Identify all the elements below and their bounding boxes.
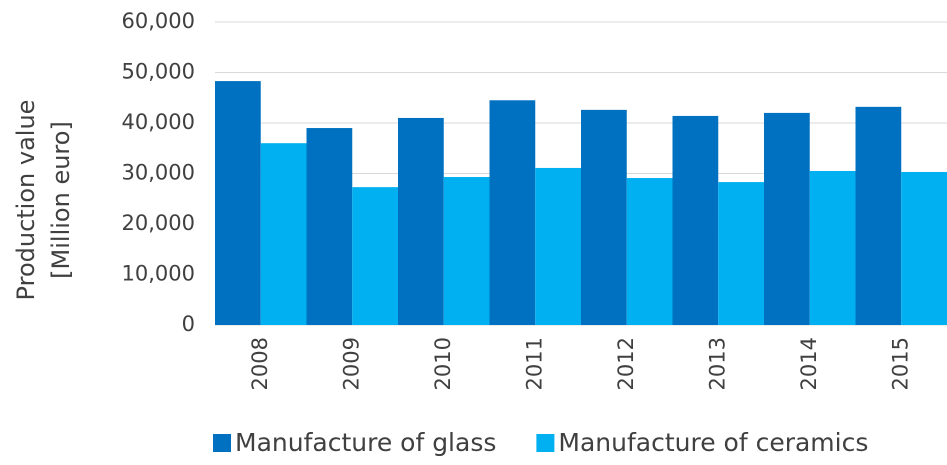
y-tick-label: 40,000 [122, 110, 195, 134]
bar [215, 81, 261, 326]
legend-swatch [536, 434, 555, 452]
bar [398, 117, 444, 325]
bar [901, 171, 947, 325]
y-tick-label: 10,000 [122, 262, 195, 286]
y-axis-label: Production value [12, 100, 40, 301]
x-tick-label: 2013 [705, 337, 729, 390]
bar [809, 170, 856, 325]
y-tick-label: 0 [182, 312, 195, 336]
x-tick-label: 2011 [522, 337, 546, 390]
bar [352, 187, 398, 325]
x-tick-label: 2008 [248, 337, 272, 390]
x-tick-label: 2009 [339, 337, 363, 390]
bar [443, 177, 490, 325]
bar [260, 143, 307, 325]
y-tick-label: 60,000 [122, 9, 195, 33]
bar [672, 115, 719, 326]
y-tick-label: 30,000 [122, 161, 195, 185]
bar [764, 112, 810, 326]
bar [626, 178, 673, 325]
x-tick-label: 2014 [797, 337, 821, 390]
x-tick-label: 2012 [614, 337, 638, 390]
y-axis-label: [Million euro] [47, 121, 75, 279]
y-tick-label: 50,000 [122, 60, 195, 84]
bar [306, 128, 353, 325]
legend-label: Manufacture of glass [235, 428, 496, 457]
x-tick-label: 2015 [888, 337, 912, 390]
legend-label: Manufacture of ceramics [558, 428, 868, 457]
bar [718, 182, 764, 325]
legend-swatch [213, 434, 231, 452]
x-tick-label: 2010 [431, 337, 455, 390]
y-tick-label: 20,000 [122, 211, 195, 235]
bar [581, 109, 627, 326]
bar [535, 167, 581, 325]
bar [855, 106, 902, 325]
bar [489, 100, 536, 326]
